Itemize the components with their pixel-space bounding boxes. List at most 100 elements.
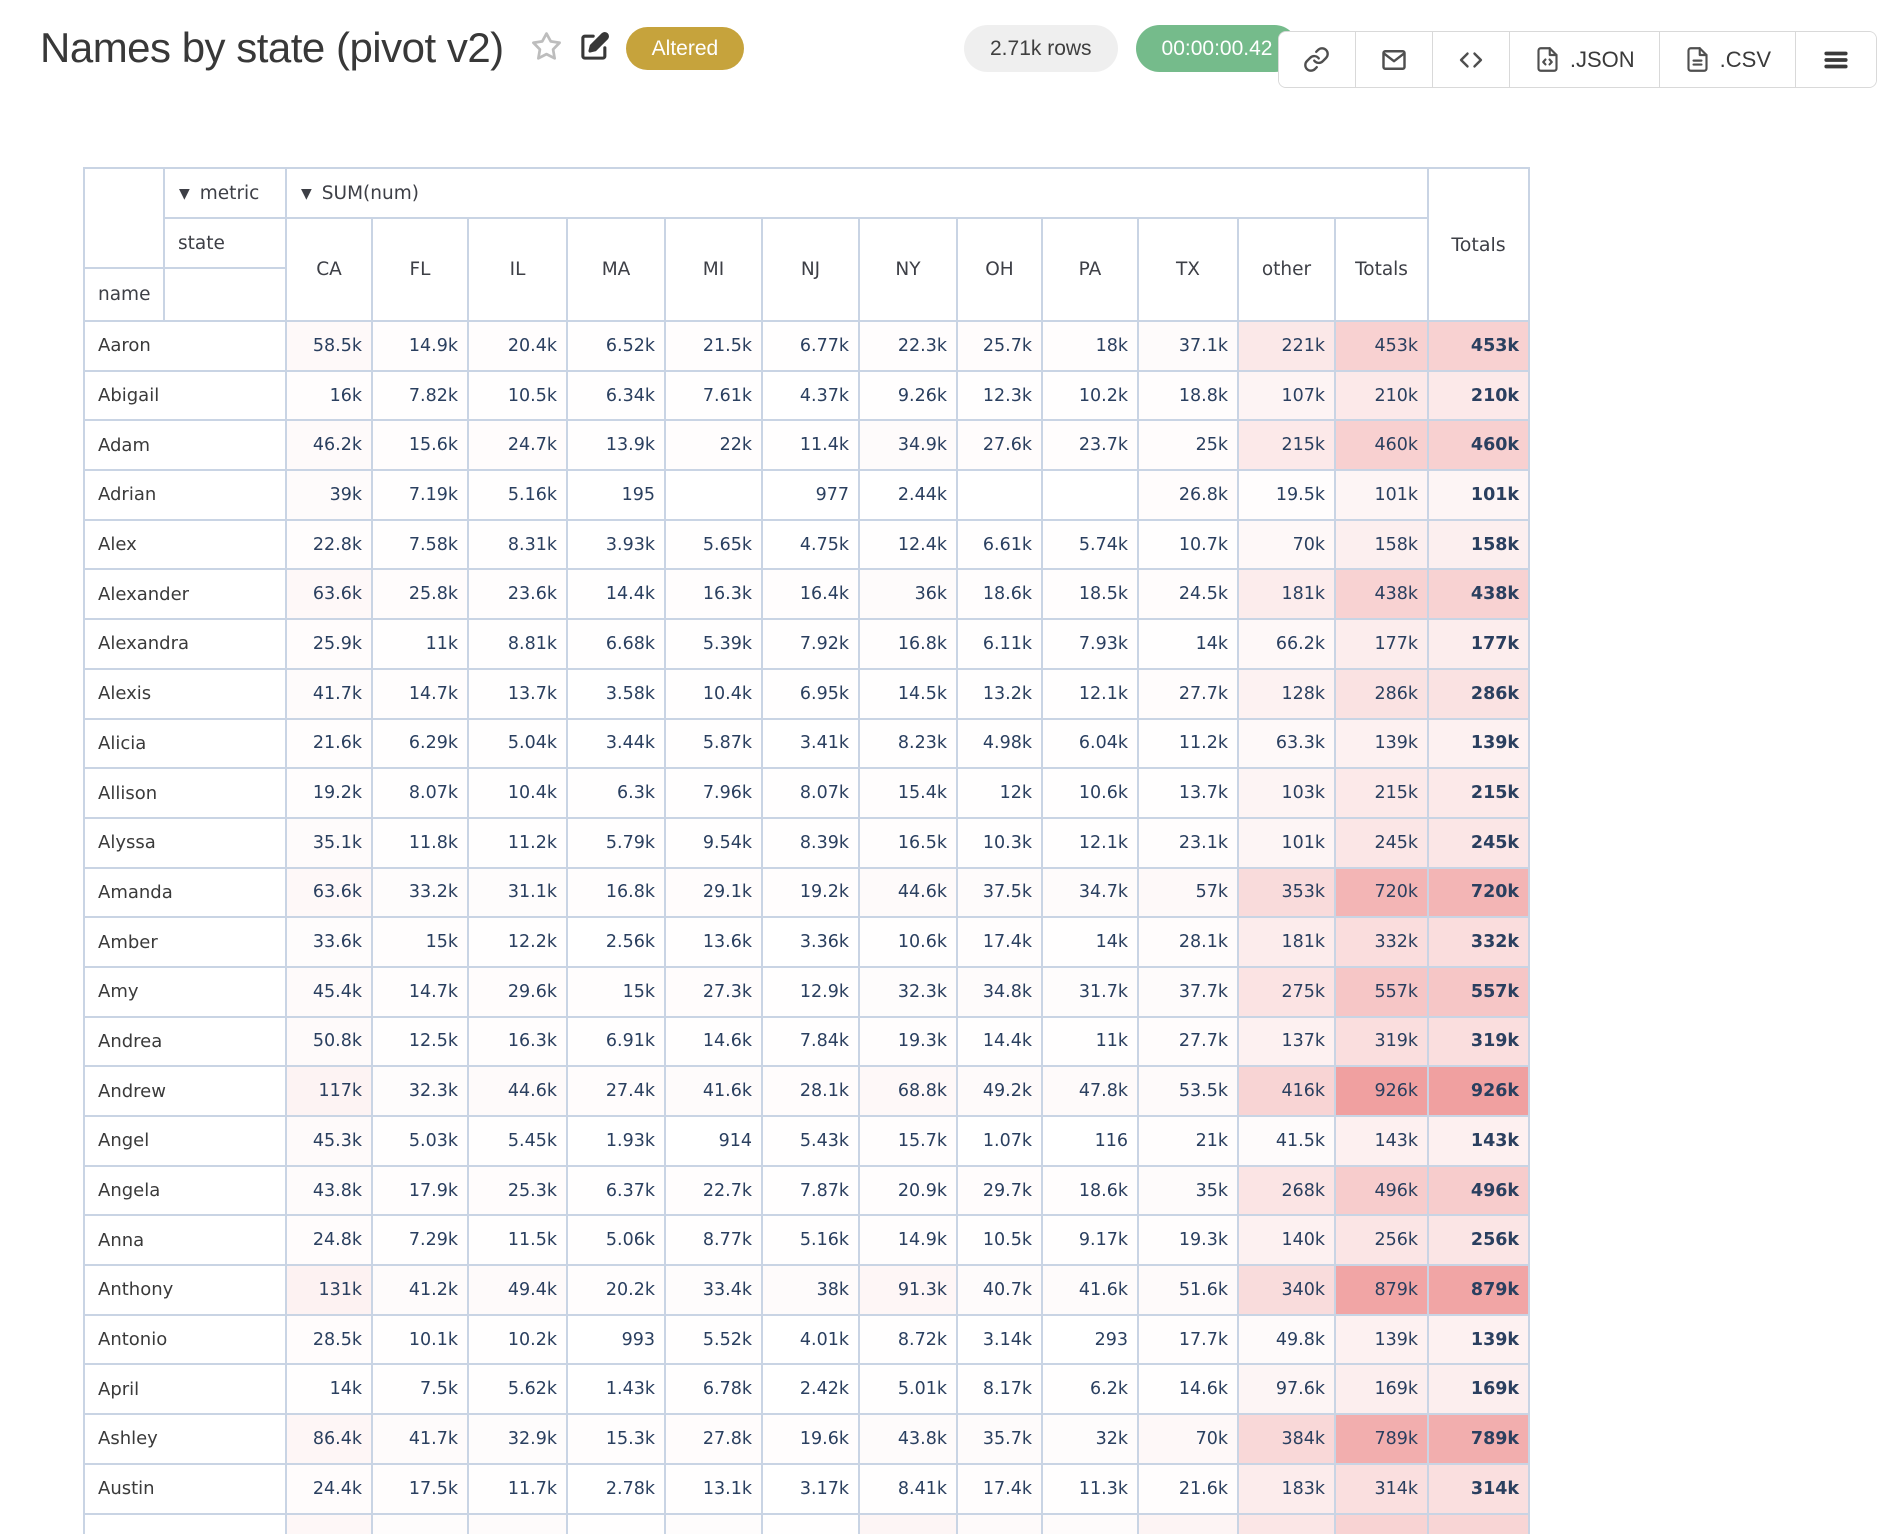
pivot-cell: 3.44k <box>566 717 666 770</box>
pivot-cell: 6.2k <box>1041 1363 1139 1416</box>
pivot-cell: 16.5k <box>858 816 958 869</box>
pivot-cell: 6.91k <box>566 1015 666 1068</box>
embed-code-button[interactable] <box>1432 32 1510 87</box>
column-header-fl: FL <box>371 217 469 322</box>
row-name: Andrea <box>83 1015 287 1068</box>
pivot-cell: 86.4k <box>285 1413 373 1465</box>
pivot-cell <box>1427 1512 1531 1534</box>
pivot-cell: 31.7k <box>1041 965 1139 1018</box>
pivot-cell: 10.2k <box>467 1313 568 1366</box>
pivot-cell: 41.7k <box>371 1413 469 1465</box>
pivot-cell: 18k <box>1041 320 1139 372</box>
pivot-cell: 25.3k <box>467 1164 568 1217</box>
column-header-other: other <box>1237 217 1336 322</box>
row-grand-total-cell: 215k <box>1427 767 1531 819</box>
pivot-cell: 17.9k <box>371 1164 469 1217</box>
pivot-cell: 11.2k <box>467 816 568 869</box>
pivot-cell: 314k <box>1333 1462 1430 1515</box>
row-grand-total-cell: 453k <box>1427 320 1531 372</box>
row-name: Amber <box>83 916 287 968</box>
pivot-cell: 10.7k <box>1137 518 1239 571</box>
pivot-cell: 4.98k <box>956 717 1043 770</box>
pivot-cell: 7.96k <box>664 767 763 819</box>
share-link-button[interactable] <box>1278 32 1356 87</box>
pivot-cell: 41.7k <box>285 667 373 720</box>
table-row: Alicia 21.6k 6.29k 5.04k 3.44k 5.87k 3.41k 8.23… <box>83 717 1531 770</box>
row-grand-total-cell: 286k <box>1427 667 1531 720</box>
pivot-metric-dropdown[interactable]: ▼ metric <box>163 167 287 219</box>
pivot-cell: 140k <box>1237 1214 1336 1267</box>
pivot-cell: 27.6k <box>956 419 1043 472</box>
pivot-cell: 6.29k <box>371 717 469 770</box>
row-grand-total-cell: 143k <box>1427 1115 1531 1167</box>
row-name: Allison <box>83 767 287 819</box>
pivot-cell: 977 <box>761 469 860 521</box>
pivot-cell: 6.3k <box>566 767 666 819</box>
pivot-cell: 131k <box>285 1264 373 1316</box>
pivot-cell: 13.1k <box>664 1462 763 1515</box>
pivot-cell: 10.5k <box>956 1214 1043 1267</box>
pivot-cell: 460k <box>1333 419 1430 472</box>
pivot-cell: 14k <box>285 1363 373 1416</box>
clipped-table-row <box>83 1512 1531 1534</box>
metric-dropdown-label: metric <box>199 182 260 204</box>
favorite-star-button[interactable] <box>530 30 563 66</box>
pivot-cell: 6.34k <box>566 369 666 422</box>
row-name: April <box>83 1363 287 1416</box>
pivot-cell: 70k <box>1237 518 1336 571</box>
column-header-nj: NJ <box>761 217 860 322</box>
pivot-cell: 7.84k <box>761 1015 860 1068</box>
pivot-cell: 10.6k <box>858 916 958 968</box>
dropdown-arrow-icon: ▼ <box>179 185 190 202</box>
pivot-cell: 49.4k <box>467 1264 568 1316</box>
pivot-cell: 340k <box>1237 1264 1336 1316</box>
pivot-cell: 275k <box>1237 965 1336 1018</box>
pivot-cell: 353k <box>1237 866 1336 919</box>
pivot-cell: 139k <box>1333 717 1430 770</box>
pivot-cell: 6.52k <box>566 320 666 372</box>
pivot-cell: 926k <box>1333 1065 1430 1117</box>
download-csv-button[interactable]: .CSV <box>1659 32 1796 87</box>
row-name: Alexis <box>83 667 287 720</box>
pencil-edit-icon <box>579 31 610 65</box>
pivot-cell: 13.9k <box>566 419 666 472</box>
row-grand-total-cell: 139k <box>1427 1313 1531 1366</box>
table-row: Adam 46.2k 15.6k 24.7k 13.9k 22k 11.4k 34.9k 27.… <box>83 419 1531 472</box>
row-name: Anthony <box>83 1264 287 1316</box>
pivot-cell: 720k <box>1333 866 1430 919</box>
pivot-cell: 177k <box>1333 618 1430 670</box>
row-grand-total-cell: 496k <box>1427 1164 1531 1217</box>
pivot-cell: 16.8k <box>858 618 958 670</box>
pivot-cell: 10.5k <box>467 369 568 422</box>
row-name: Alicia <box>83 717 287 770</box>
pivot-cell: 181k <box>1237 916 1336 968</box>
pivot-cell: 28.1k <box>761 1065 860 1117</box>
more-menu-button[interactable] <box>1796 32 1876 87</box>
pivot-cell: 45.3k <box>285 1115 373 1167</box>
runtime-badge: 00:00:00.42 <box>1135 24 1299 72</box>
pivot-cell: 22.3k <box>858 320 958 372</box>
pivot-cell: 15.7k <box>858 1115 958 1167</box>
email-report-button[interactable] <box>1355 32 1433 87</box>
pivot-cell: 2.78k <box>566 1462 666 1515</box>
pivot-value-dropdown[interactable]: ▼ SUM(num) <box>284 167 1430 219</box>
pivot-cell: 9.54k <box>664 816 763 869</box>
pivot-cell: 18.6k <box>1041 1164 1139 1217</box>
table-row: Andrea 50.8k 12.5k 16.3k 6.91k 14.6k 7.84k 19.3… <box>83 1015 1531 1068</box>
file-code-icon <box>1534 46 1561 73</box>
pivot-cell: 10.3k <box>956 816 1043 869</box>
pivot-cell: 332k <box>1333 916 1430 968</box>
pivot-cell: 5.43k <box>761 1115 860 1167</box>
download-json-button[interactable]: .JSON <box>1509 32 1660 87</box>
edit-name-button[interactable] <box>579 31 610 65</box>
pivot-cell: 384k <box>1237 1413 1336 1465</box>
pivot-cell: 12k <box>956 767 1043 819</box>
pivot-cell: 23.7k <box>1041 419 1139 472</box>
pivot-cell: 37.7k <box>1137 965 1239 1018</box>
pivot-cell: 5.16k <box>467 469 568 521</box>
pivot-cell: 41.2k <box>371 1264 469 1316</box>
pivot-cell: 33.2k <box>371 866 469 919</box>
pivot-cell: 8.31k <box>467 518 568 571</box>
pivot-cell: 21.6k <box>1137 1462 1239 1515</box>
row-name: Ashley <box>83 1413 287 1465</box>
